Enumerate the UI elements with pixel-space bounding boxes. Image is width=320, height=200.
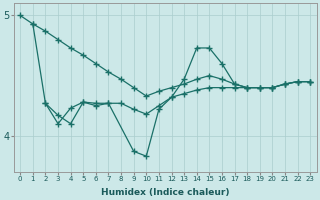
X-axis label: Humidex (Indice chaleur): Humidex (Indice chaleur) (101, 188, 229, 197)
